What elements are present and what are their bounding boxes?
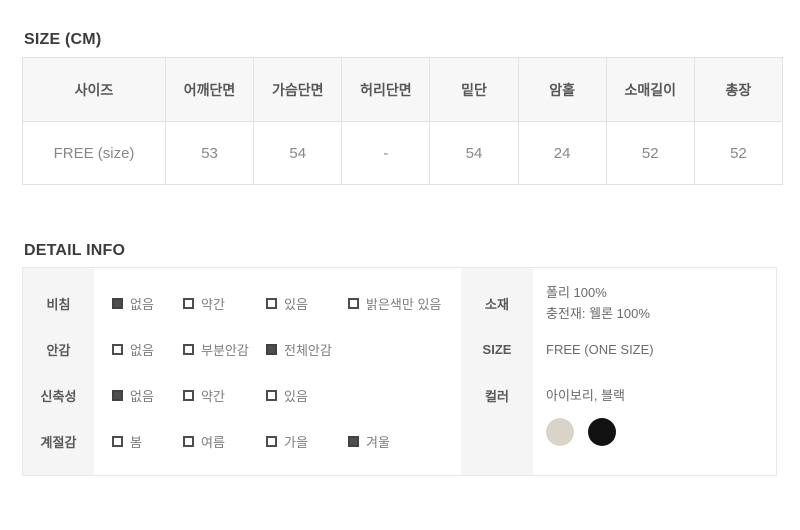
size-column-header: 암홀 [517, 57, 607, 122]
detail-option-label: 있음 [284, 388, 308, 404]
detail-option-label: 가을 [284, 434, 308, 450]
detail-info-value: 아이보리, 블랙 [546, 372, 776, 418]
checkbox-unchecked-icon [348, 297, 359, 309]
size-table-cell: 52 [605, 121, 695, 185]
size-column-header: 허리단면 [341, 57, 431, 122]
detail-option-row: 없음 약간 있음 밝은색만 있음 [112, 280, 461, 326]
size-table-header-row: 사이즈 어깨단면 가슴단면 허리단면 밑단 암홀 소매길이 총장 [22, 57, 784, 122]
detail-option-row: 봄 여름 가을 겨울 [112, 418, 461, 464]
checkbox-unchecked-icon [266, 389, 277, 401]
detail-info-value-line: 충전재: 웰론 100% [546, 306, 650, 321]
detail-option: 여름 [183, 432, 266, 451]
detail-attribute-options-column: 없음 약간 있음 밝은색만 있음 없음 부분안감 전체안감 없음 약간 있음 봄 여름 가을 겨울 [94, 268, 461, 475]
checkbox-unchecked-icon [112, 435, 123, 447]
detail-info-label-column: 소재 SIZE 컬러 [461, 268, 533, 475]
size-column-header: 밑단 [429, 57, 519, 122]
detail-info-value: FREE (ONE SIZE) [546, 326, 776, 372]
checkbox-unchecked-icon [266, 435, 277, 447]
detail-option: 없음 [112, 340, 183, 359]
size-table-cell: - [341, 121, 431, 185]
detail-info-value-line: 폴리 100% [546, 285, 607, 300]
detail-option: 밝은색만 있음 [348, 294, 461, 313]
detail-option: 겨울 [348, 432, 461, 451]
detail-option-label: 약간 [201, 388, 225, 404]
color-swatch-블랙 [588, 418, 616, 446]
size-table-row: FREE (size) 53 54-54 24 52 52 [22, 121, 784, 185]
detail-option-label: 여름 [201, 434, 225, 450]
checkbox-unchecked-icon [266, 297, 277, 309]
detail-option-row: 없음 약간 있음 [112, 372, 461, 418]
product-detail-page: SIZE (CM) 사이즈 어깨단면 가슴단면 허리단면 밑단 암홀 소매길이 총장 FREE… [22, 31, 784, 476]
detail-info-label: 소재 [485, 296, 509, 312]
detail-option: 있음 [266, 294, 348, 313]
detail-attribute-label: 계절감 [40, 434, 77, 450]
size-table-cell: 24 [517, 121, 607, 185]
detail-info-box: 비침 안감 신축성 계절감 없음 약간 있음 밝은색만 있음 없음 부분안감 전체안감 없음 약간 있음… [22, 267, 777, 476]
detail-option-label: 있음 [284, 296, 308, 312]
checkbox-unchecked-icon [183, 389, 194, 401]
detail-option: 가을 [266, 432, 348, 451]
size-table-cell: 54 [429, 121, 519, 185]
detail-option-row: 없음 부분안감 전체안감 [112, 326, 461, 372]
size-table-cell: FREE (size) [22, 121, 166, 185]
detail-option-label: 밝은색만 있음 [366, 296, 442, 312]
size-table-body: FREE (size) 53 54-54 24 52 52 [22, 121, 784, 185]
checkbox-unchecked-icon [183, 297, 194, 309]
size-table-cell: 52 [693, 121, 784, 185]
checkbox-checked-icon [112, 389, 123, 401]
size-table-cell: 53 [164, 121, 255, 185]
detail-section-title: DETAIL INFO [24, 242, 126, 259]
detail-option-label: 없음 [130, 342, 154, 358]
size-table-cell: 54 [253, 121, 343, 185]
size-column-header: 총장 [693, 57, 784, 122]
detail-option-label: 봄 [130, 434, 142, 450]
size-column-header: 가슴단면 [253, 57, 343, 122]
detail-option-label: 약간 [201, 296, 225, 312]
detail-option-label: 없음 [130, 296, 154, 312]
detail-option: 없음 [112, 294, 183, 313]
detail-option-label: 전체안감 [284, 342, 332, 358]
detail-option-label: 겨울 [366, 434, 390, 450]
detail-info-value-line: 아이보리, 블랙 [546, 387, 625, 403]
size-column-header: 어깨단면 [164, 57, 255, 122]
detail-attribute-label: 비침 [46, 296, 71, 312]
detail-option: 봄 [112, 432, 183, 451]
detail-info-label: 컬러 [485, 388, 509, 404]
detail-info-value-line: FREE (ONE SIZE) [546, 341, 654, 357]
detail-attribute-label: 안감 [46, 342, 71, 358]
size-table: 사이즈 어깨단면 가슴단면 허리단면 밑단 암홀 소매길이 총장 FREE (size) 53 5… [22, 57, 784, 185]
detail-info-label: SIZE [482, 341, 512, 357]
detail-info-value: 폴리 100% 충전재: 웰론 100% [546, 280, 776, 326]
checkbox-checked-icon [112, 297, 123, 309]
detail-option: 있음 [266, 386, 348, 405]
detail-option: 약간 [183, 386, 266, 405]
checkbox-unchecked-icon [183, 435, 194, 447]
color-swatch-아이보리 [546, 418, 574, 446]
checkbox-checked-icon [348, 435, 359, 447]
detail-attribute-label: 신축성 [40, 388, 77, 404]
detail-option: 전체안감 [266, 340, 348, 359]
detail-option: 약간 [183, 294, 266, 313]
size-column-header: 사이즈 [22, 57, 166, 122]
checkbox-checked-icon [266, 343, 277, 355]
checkbox-unchecked-icon [183, 343, 194, 355]
color-swatch-row [546, 418, 776, 464]
detail-option-label: 없음 [130, 388, 154, 404]
size-column-header: 소매길이 [605, 57, 695, 122]
detail-info-content-column: 폴리 100% 충전재: 웰론 100% FREE (ONE SIZE) 아이보리, … [533, 268, 776, 475]
detail-option: 부분안감 [183, 340, 266, 359]
detail-option: 없음 [112, 386, 183, 405]
detail-option-label: 부분안감 [201, 342, 249, 358]
checkbox-unchecked-icon [112, 343, 123, 355]
size-section-title: SIZE (CM) [24, 31, 102, 48]
